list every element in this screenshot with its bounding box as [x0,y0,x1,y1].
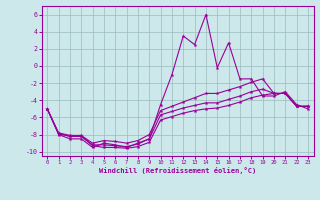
X-axis label: Windchill (Refroidissement éolien,°C): Windchill (Refroidissement éolien,°C) [99,167,256,174]
